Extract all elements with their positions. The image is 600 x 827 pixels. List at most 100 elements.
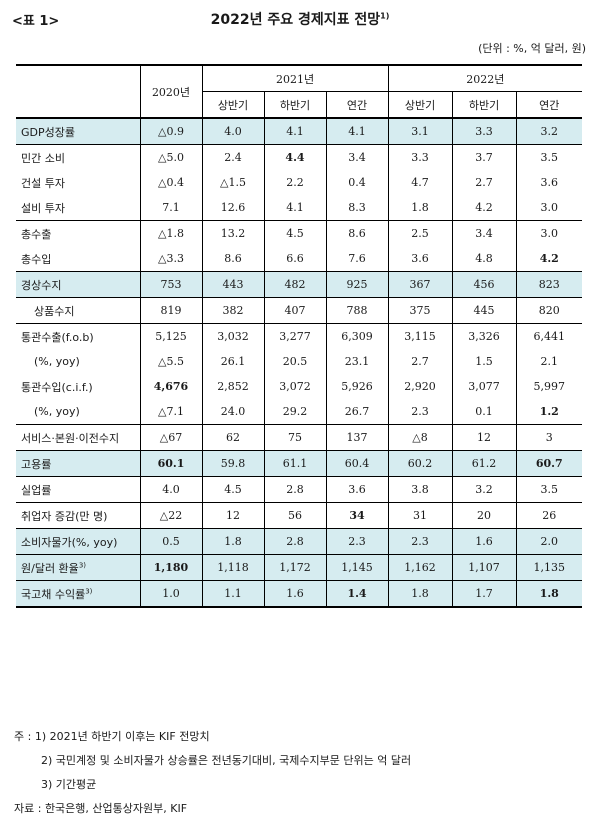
table-cell: 60.1	[139, 450, 202, 477]
table-cell: 3,326	[451, 323, 517, 349]
row-label: 총수출	[16, 220, 140, 246]
title-footnote-marker: 1)	[380, 11, 390, 21]
table-cell: 1.7	[451, 580, 517, 608]
header-2021: 2021년	[201, 65, 389, 92]
table-cell: 456	[451, 271, 517, 298]
table-cell: 1.4	[325, 580, 389, 608]
row-label: 상품수지	[16, 297, 140, 324]
table-cell: 31	[387, 502, 453, 529]
table-cell: 29.2	[263, 399, 326, 425]
subheader-2022-h2: 하반기	[451, 91, 517, 118]
table-cell: 819	[139, 297, 202, 324]
table-cell: 3.6	[515, 170, 583, 195]
table-cell: 2,852	[201, 374, 264, 399]
row-label-text: 통관수출(f.o.b)	[21, 330, 94, 344]
table-cell: 3,072	[263, 374, 326, 399]
table-row: 서비스·본원·이전수지 △67 62 75 137 △8 12 3	[16, 424, 583, 451]
subheader-2021-h2: 하반기	[263, 91, 326, 118]
table-cell: 61.1	[263, 450, 326, 477]
table-cell: 1.6	[263, 580, 326, 608]
table-cell: 2.3	[325, 528, 389, 555]
row-label: GDP성장률	[16, 118, 140, 145]
table-cell: 823	[515, 271, 583, 298]
row-label-text: 실업률	[21, 483, 52, 497]
table-cell: 20.5	[263, 349, 326, 374]
row-label: 고용률	[16, 450, 140, 477]
table-cell: 2.3	[387, 399, 453, 425]
table-cell: 3.2	[515, 118, 583, 145]
table-cell: 26.1	[201, 349, 264, 374]
row-label-text: 설비 투자	[21, 201, 65, 215]
row-label-text: 고용률	[21, 457, 52, 471]
table-cell: 1.5	[451, 349, 517, 374]
footnote-1: 주 : 1) 2021년 하반기 이후는 KIF 전망치	[14, 730, 210, 743]
table-cell: 6,309	[325, 323, 389, 349]
table-row: GDP성장률 △0.9 4.0 4.1 4.1 3.1 3.3 3.2	[16, 118, 583, 145]
table-cell: 4.1	[263, 118, 326, 145]
table-cell: 1.8	[387, 195, 453, 221]
unit-note: (단위 : %, 억 달러, 원)	[478, 42, 586, 55]
row-label-text: GDP성장률	[21, 125, 75, 139]
table-cell: △5.0	[139, 144, 202, 170]
table-cell: 2.1	[515, 349, 583, 374]
table-cell: 2.0	[515, 528, 583, 555]
table-cell: 382	[201, 297, 264, 324]
table-cell: 4.4	[263, 144, 326, 170]
table-cell: 4.0	[201, 118, 264, 145]
table-cell: 20	[451, 502, 517, 529]
table-cell: 1.8	[201, 528, 264, 555]
table-cell: 3.0	[515, 195, 583, 221]
table-cell: △1.8	[139, 220, 202, 246]
table-cell: 407	[263, 297, 326, 324]
row-label-text: 취업자 증감(만 명)	[21, 509, 108, 523]
row-label: 취업자 증감(만 명)	[16, 502, 140, 529]
table-cell: 4.2	[451, 195, 517, 221]
table-cell: △1.5	[201, 170, 264, 195]
table-cell: 3.4	[451, 220, 517, 246]
table-cell: 5,926	[325, 374, 389, 399]
table-cell: 75	[263, 424, 326, 451]
table-cell: 4.2	[515, 246, 583, 272]
table-cell: 4,676	[139, 374, 202, 399]
table-cell: 3.4	[325, 144, 389, 170]
table-cell: 26	[515, 502, 583, 529]
table-cell: 6.6	[263, 246, 326, 272]
table-cell: 1.8	[515, 580, 583, 608]
table-cell: 1,118	[201, 554, 264, 581]
table-cell: 3.5	[515, 476, 583, 503]
table-cell: 60.2	[387, 450, 453, 477]
table-cell: 3,115	[387, 323, 453, 349]
table-cell: △0.4	[139, 170, 202, 195]
row-label-text: 원/달러 환율	[21, 561, 79, 575]
row-label-text: (%, yoy)	[34, 355, 80, 368]
table-cell: 2,920	[387, 374, 453, 399]
row-label: 총수입	[16, 246, 140, 272]
table-cell: 2.2	[263, 170, 326, 195]
table-cell: 1.1	[201, 580, 264, 608]
table-cell: 137	[325, 424, 389, 451]
table-cell: 375	[387, 297, 453, 324]
table-cell: 12	[201, 502, 264, 529]
table-cell: 482	[263, 271, 326, 298]
table-row: 실업률 4.0 4.5 2.8 3.6 3.8 3.2 3.5	[16, 476, 583, 503]
table-row: 고용률 60.1 59.8 61.1 60.4 60.2 61.2 60.7	[16, 450, 583, 477]
table-row: 상품수지 819 382 407 788 375 445 820	[16, 297, 583, 324]
row-label-text: 상품수지	[34, 304, 75, 318]
row-label: 국고채 수익률3)	[16, 580, 140, 608]
table-cell: 3.2	[451, 476, 517, 503]
table-cell: 60.4	[325, 450, 389, 477]
row-label: 소비자물가(%, yoy)	[16, 528, 140, 555]
title-row: <표 1> 2022년 주요 경제지표 전망1)	[12, 8, 588, 32]
table-cell: 59.8	[201, 450, 264, 477]
row-label: 통관수입(c.i.f.)	[16, 374, 140, 399]
table-body: GDP성장률 △0.9 4.0 4.1 4.1 3.1 3.3 3.2 민간 소비 △5.0 2.4…	[16, 118, 583, 608]
table-row: (%, yoy) △5.5 26.1 20.5 23.1 2.7 1.5 2.1	[16, 349, 583, 374]
footnote-3: 3) 기간평균	[41, 778, 97, 791]
row-label: 경상수지	[16, 271, 140, 298]
row-label-text: 총수입	[21, 252, 52, 266]
table-cell: 2.4	[201, 144, 264, 170]
table-cell: △8	[387, 424, 453, 451]
table-cell: 1.0	[139, 580, 202, 608]
table-cell: 0.1	[451, 399, 517, 425]
table-cell: 2.5	[387, 220, 453, 246]
